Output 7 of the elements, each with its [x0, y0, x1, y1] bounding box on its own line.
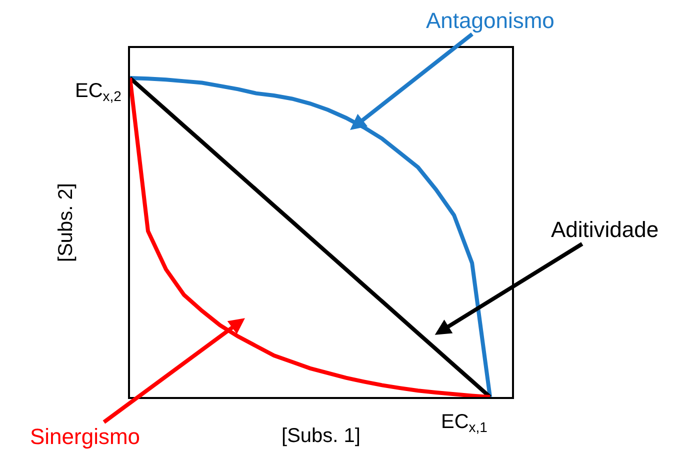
text: EC$_{x,2}$	[75, 80, 122, 104]
text: Aditividade	[551, 217, 659, 242]
text: EC$_{x,1}$	[441, 411, 488, 436]
x-axis-title: [Subs. 1]	[282, 425, 360, 447]
text: Antagonismo	[426, 8, 554, 33]
text: Sinergismo	[30, 424, 140, 449]
y-axis-title: [Subs. 2]	[55, 183, 77, 262]
